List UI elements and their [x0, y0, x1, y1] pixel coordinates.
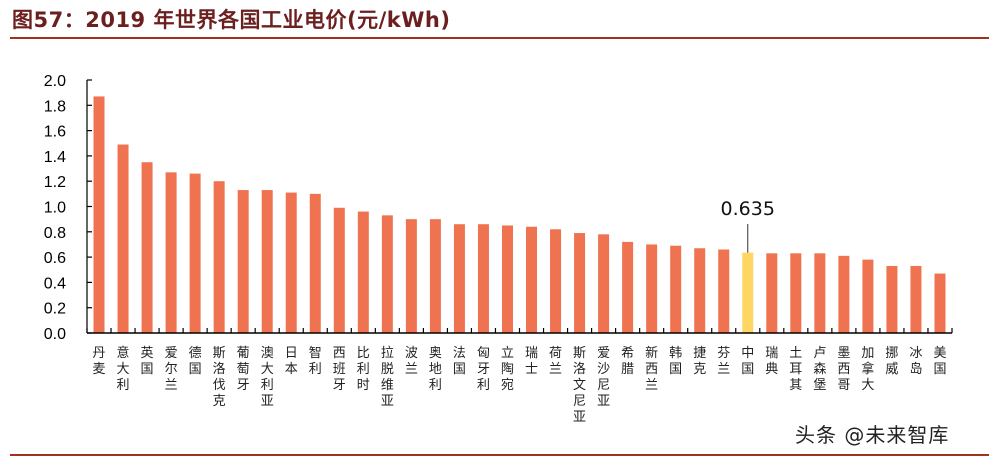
x-tick-label: 日本 [285, 346, 298, 377]
x-tick-label: 奥地利 [429, 346, 442, 393]
x-tick-label: 爱尔兰 [165, 346, 178, 393]
x-tick-label: 美国 [933, 346, 946, 377]
y-tick-label: 0.2 [44, 301, 66, 318]
x-tick-label: 智利 [309, 346, 322, 377]
x-tick-label: 新西兰 [645, 345, 658, 393]
annotation-label: 0.635 [721, 198, 775, 220]
x-tick-label: 希腊 [621, 346, 634, 377]
x-tick-label: 荷兰 [549, 346, 562, 377]
x-tick-label: 捷克 [693, 346, 706, 377]
bar [237, 190, 249, 333]
bar [862, 259, 874, 333]
bars [93, 96, 946, 333]
bar [285, 192, 297, 333]
bar [910, 265, 922, 333]
x-tick-label: 爱沙尼亚 [597, 346, 610, 409]
x-tick-label: 葡萄牙 [237, 346, 250, 393]
bar [165, 172, 177, 333]
x-tick-label: 波兰 [405, 346, 418, 377]
title-divider [10, 37, 989, 39]
bottom-divider [10, 454, 989, 456]
bar [838, 255, 850, 333]
y-tick-label: 0.0 [44, 326, 66, 343]
bar [814, 253, 826, 333]
bar [694, 248, 706, 333]
x-tick-label: 挪威 [885, 346, 898, 377]
x-tick-label: 德国 [189, 346, 202, 377]
x-tick-label: 意大利 [117, 345, 130, 393]
x-tick-label: 土耳其 [789, 346, 802, 393]
x-tick-label: 丹麦 [93, 346, 106, 377]
y-tick-label: 1.4 [44, 149, 66, 166]
x-tick-label: 斯洛文尼亚 [573, 346, 586, 425]
bar [333, 207, 345, 333]
x-axis: 丹麦意大利英国爱尔兰德国斯洛伐克葡萄牙澳大利亚日本智利西班牙比利时拉脱维亚波兰奥… [86, 328, 953, 425]
bar-highlight [742, 252, 754, 333]
y-tick-label: 2.0 [44, 73, 66, 90]
bar [405, 219, 417, 333]
x-tick-label: 比利时 [357, 346, 370, 393]
x-tick-label: 瑞典 [765, 346, 778, 377]
bar [429, 219, 441, 333]
bar [189, 173, 201, 333]
x-tick-label: 拉脱维亚 [381, 346, 394, 409]
y-tick-label: 0.8 [44, 225, 66, 242]
x-tick-label: 中国 [741, 346, 754, 377]
watermark: 头条 @未来智库 [795, 423, 950, 447]
y-tick-label: 1.6 [44, 124, 66, 141]
y-tick-label: 1.8 [44, 98, 66, 115]
bar [526, 226, 538, 333]
y-tick-label: 0.4 [44, 275, 66, 292]
annotations: 0.635 [721, 198, 775, 253]
bar [213, 181, 225, 333]
x-tick-label: 芬兰 [717, 346, 730, 377]
bar [598, 234, 610, 333]
x-tick-label: 斯洛伐克 [213, 346, 226, 409]
x-tick-label: 冰岛 [909, 346, 922, 377]
x-tick-label: 匈牙利 [477, 346, 490, 393]
bar [117, 144, 129, 333]
bar [934, 273, 946, 333]
bar [550, 229, 562, 333]
bar [646, 244, 658, 333]
bar [670, 245, 682, 333]
x-tick-label: 法国 [453, 346, 466, 377]
bar [381, 215, 393, 333]
bar [261, 190, 273, 333]
x-tick-label: 英国 [141, 346, 154, 377]
x-tick-label: 加拿大 [861, 346, 874, 393]
y-tick-label: 1.0 [44, 200, 66, 217]
chart-title: 图57：2019 年世界各国工业电价(元/kWh) [12, 8, 451, 32]
y-tick-label: 1.2 [44, 174, 66, 191]
bar [622, 241, 634, 333]
bar [790, 253, 802, 333]
bar [141, 162, 153, 333]
bar [501, 225, 513, 333]
bar [886, 265, 898, 333]
bar [93, 96, 105, 333]
bar [453, 224, 465, 333]
y-tick-label: 0.6 [44, 250, 66, 267]
bar [766, 253, 778, 333]
x-tick-label: 立陶宛 [501, 346, 514, 393]
x-tick-label: 墨西哥 [837, 346, 850, 393]
bar [574, 233, 586, 333]
bar [309, 193, 321, 333]
y-axis: 0.0 0.2 0.4 0.6 0.8 1.0 1.2 1.4 1.6 1.8 2.0 [44, 73, 92, 343]
bar [477, 224, 489, 333]
bar [357, 211, 369, 333]
x-tick-label: 卢森堡 [813, 345, 826, 393]
x-tick-label: 西班牙 [333, 346, 346, 393]
x-tick-label: 澳大利亚 [261, 345, 274, 409]
x-tick-label: 韩国 [669, 346, 682, 377]
x-tick-label: 瑞士 [525, 346, 538, 377]
bar [718, 249, 730, 333]
